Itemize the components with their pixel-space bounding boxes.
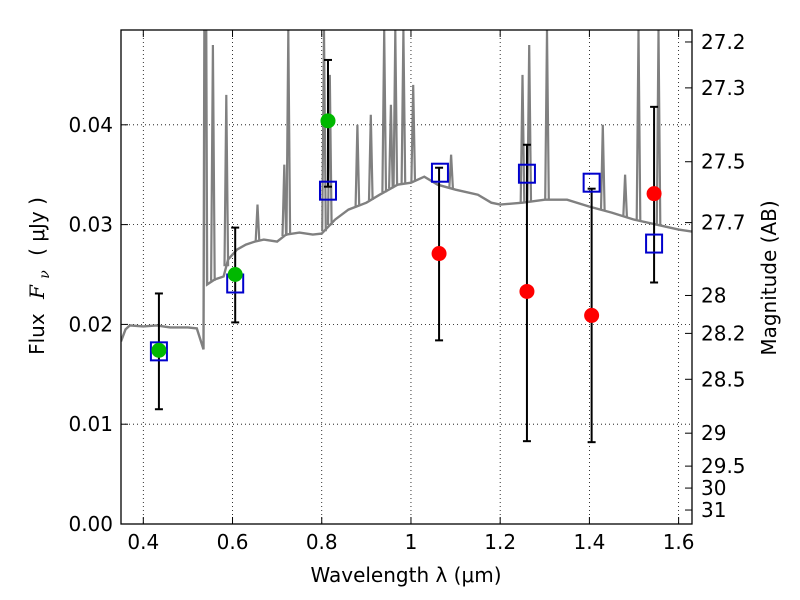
right-tick-label: 27.2 (701, 30, 746, 54)
model-square-marker (645, 233, 664, 254)
model-square-marker (517, 163, 536, 184)
error-bars (154, 58, 659, 444)
x-axis-ticks: 0.4 0.6 0.8 1 1.2 1.4 1.6 (127, 30, 695, 554)
y-axis-ticks: 0.00 0.01 0.02 0.03 0.04 (68, 113, 128, 536)
emission-line (519, 74, 526, 203)
spectrum-line (121, 30, 692, 350)
y-tick-label: 0.04 (68, 113, 113, 137)
model-square-marker (582, 172, 601, 193)
x-axis-label: Wavelength λ (μm) (310, 563, 501, 587)
emission-line (410, 84, 417, 182)
y-axis-label-symbol: F (25, 284, 49, 300)
y-tick-label: 0.00 (68, 512, 113, 536)
spectrum-series (121, 30, 692, 350)
right-tick-label: 29 (701, 421, 726, 445)
model-square-marker (149, 341, 168, 362)
right-tick-label: 28.5 (701, 367, 746, 391)
emission-line (544, 30, 550, 200)
emission-line (285, 30, 292, 235)
emission-line (448, 154, 454, 189)
emission-line (635, 30, 642, 221)
emission-line (281, 164, 288, 237)
detection-marker (227, 267, 243, 283)
emission-line (381, 30, 388, 193)
emission-line (400, 30, 407, 184)
y-axis-label-unit: ( μJy ) (25, 197, 49, 256)
x-tick-label: 1.2 (484, 530, 516, 554)
emission-line (622, 174, 628, 217)
y-tick-label: 0.03 (68, 213, 113, 237)
detection-marker (151, 342, 167, 358)
emission-line (354, 124, 361, 207)
right-tick-label: 28 (701, 283, 726, 307)
right-tick-label: 27.5 (701, 150, 746, 174)
right-axis-label: Magnitude (AB) (757, 200, 781, 355)
model-square-marker (318, 180, 337, 201)
model-square-marker (430, 162, 449, 183)
non-detection-marker (584, 307, 600, 323)
non-detection-marker (431, 246, 447, 262)
right-tick-label: 27.3 (701, 76, 746, 100)
emission-line (388, 104, 394, 189)
x-tick-label: 0.8 (306, 530, 338, 554)
right-tick-label: 27.7 (701, 211, 746, 235)
x-tick-label: 1.4 (573, 530, 605, 554)
plot-frame (120, 29, 693, 525)
emission-line (210, 44, 216, 281)
emission-line (655, 30, 662, 226)
non-detection-marker (519, 283, 535, 299)
y-axis-label-prefix: Flux (25, 313, 49, 355)
right-tick-label: 30 (701, 476, 726, 500)
x-tick-label: 0.6 (217, 530, 249, 554)
emission-line (223, 94, 230, 267)
emission-line (599, 124, 606, 211)
non-detection-marker (646, 186, 662, 202)
y-tick-label: 0.02 (68, 312, 113, 336)
non-detection-series (431, 186, 662, 323)
detection-marker (320, 113, 336, 129)
x-tick-label: 1.6 (663, 530, 695, 554)
y-axis-label-subscript: ν (37, 270, 53, 279)
right-tick-label: 29.5 (701, 454, 746, 478)
y-tick-label: 0.01 (68, 412, 113, 436)
emission-line (367, 114, 374, 201)
emission-line (392, 30, 399, 186)
right-tick-label: 31 (701, 498, 726, 522)
emission-line (321, 30, 327, 232)
model-photometry-series (149, 162, 664, 362)
y-axis-label: Flux F ν ( μJy ) (25, 197, 54, 355)
x-tick-label: 1 (405, 530, 418, 554)
x-tick-label: 0.4 (127, 530, 159, 554)
detection-series (151, 113, 336, 358)
right-tick-label: 28.2 (701, 321, 746, 345)
emission-line (526, 44, 533, 202)
emission-line (254, 204, 261, 242)
